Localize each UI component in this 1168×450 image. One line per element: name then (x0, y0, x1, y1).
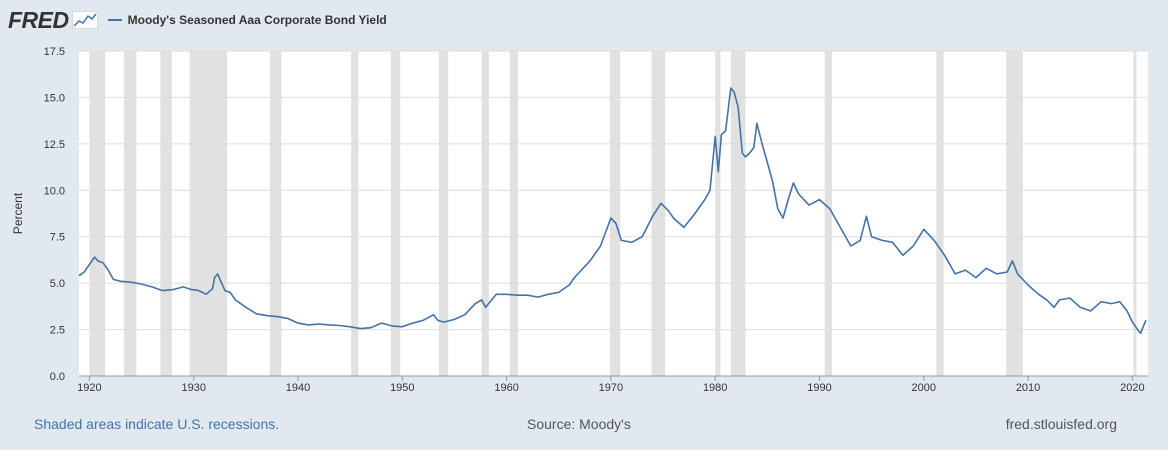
recession-band (160, 51, 172, 376)
source-label: Source: Moody's (527, 416, 631, 432)
x-tick-label: 1920 (77, 382, 101, 394)
x-tick-label: 2000 (912, 382, 936, 394)
y-axis-label: Percent (11, 192, 25, 234)
recession-band (824, 51, 832, 376)
y-tick-label: 2.5 (50, 325, 65, 337)
recession-band (651, 51, 666, 376)
recession-band (189, 51, 228, 376)
x-tick-label: 1980 (703, 382, 727, 394)
x-tick-label: 2010 (1016, 382, 1040, 394)
site-label: fred.stlouisfed.org (1005, 416, 1117, 432)
legend-label: Moody's Seasoned Aaa Corporate Bond Yiel… (127, 13, 387, 27)
mini-chart-icon (71, 11, 98, 29)
legend-swatch (107, 19, 122, 21)
recession-band (123, 51, 137, 376)
y-tick-label: 17.5 (44, 46, 65, 58)
recession-band (509, 51, 519, 376)
series-line[interactable] (78, 87, 1147, 335)
y-tick-label: 5.0 (50, 278, 65, 290)
recession-band (1133, 51, 1137, 376)
recession-note[interactable]: Shaded areas indicate U.S. recessions. (34, 416, 280, 432)
recession-band (390, 51, 401, 376)
y-tick-label: 10.0 (44, 185, 65, 197)
fred-logo-text: FRED (8, 6, 69, 33)
chart-header: FRED Moody's Seasoned Aaa Corporate Bond… (8, 6, 387, 34)
x-tick-label: 1970 (599, 382, 623, 394)
fred-logo[interactable]: FRED (8, 7, 98, 34)
recession-band (715, 51, 721, 376)
y-tick-label: 0.0 (50, 371, 65, 383)
recession-band (936, 51, 944, 376)
y-tick-label: 12.5 (44, 139, 65, 151)
recession-band (730, 51, 746, 376)
recession-band (89, 51, 106, 376)
recession-band (438, 51, 449, 376)
chart-legend: Moody's Seasoned Aaa Corporate Bond Yiel… (107, 13, 387, 27)
x-tick-label: 1990 (807, 382, 831, 394)
recession-band (1006, 51, 1023, 376)
x-tick-label: 2020 (1120, 382, 1144, 394)
line-chart[interactable]: 0.0 2.5 5.0 7.5 10.0 12.5 15.0 17.5 1920 1930 1940… (0, 0, 1168, 410)
x-tick-label: 1930 (181, 382, 205, 394)
x-tick-label: 1940 (286, 382, 310, 394)
recession-band (351, 51, 359, 376)
y-tick-label: 7.5 (50, 232, 65, 244)
recession-band (609, 51, 621, 376)
x-tick-label: 1960 (494, 382, 518, 394)
recession-band (481, 51, 489, 376)
chart-area: 0.0 2.5 5.0 7.5 10.0 12.5 15.0 17.5 1920 1930 1940… (0, 0, 1168, 410)
y-tick-label: 15.0 (44, 92, 65, 104)
recession-band (269, 51, 282, 376)
x-tick-label: 1950 (390, 382, 414, 394)
